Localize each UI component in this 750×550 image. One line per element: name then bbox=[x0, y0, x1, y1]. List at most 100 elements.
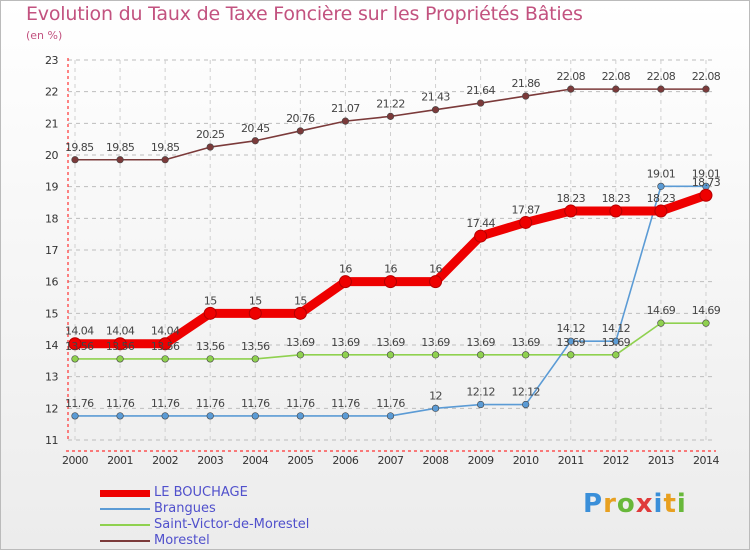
data-label: 16 bbox=[429, 263, 442, 276]
data-label: 13.69 bbox=[286, 336, 315, 349]
data-label: 11.76 bbox=[286, 397, 315, 410]
data-point bbox=[341, 412, 350, 420]
data-label: 13.69 bbox=[602, 336, 631, 349]
x-tick-label: 2005 bbox=[287, 454, 313, 467]
data-label: 15 bbox=[249, 294, 262, 307]
data-label: 17.87 bbox=[511, 203, 540, 216]
data-point bbox=[71, 355, 79, 363]
data-point bbox=[657, 182, 665, 190]
data-point bbox=[161, 156, 169, 164]
data-point bbox=[567, 351, 575, 359]
data-label: 13.69 bbox=[376, 336, 405, 349]
legend-label: Morestel bbox=[154, 533, 210, 548]
legend-label: Saint-Victor-de-Morestel bbox=[154, 517, 310, 532]
data-label: 19.01 bbox=[647, 167, 676, 180]
legend-item-morestel: Morestel bbox=[100, 533, 309, 549]
y-tick-label: 20 bbox=[45, 149, 58, 162]
logo-letter: i bbox=[653, 489, 664, 519]
legend-item-brangues: Brangues bbox=[100, 501, 309, 517]
x-tick-label: 2006 bbox=[332, 454, 358, 467]
data-point bbox=[386, 412, 395, 420]
data-label: 18.73 bbox=[692, 176, 721, 189]
x-tick-label: 2013 bbox=[648, 454, 674, 467]
logo-letter: r bbox=[603, 489, 617, 519]
legend-swatch bbox=[100, 489, 150, 497]
data-label: 11.76 bbox=[331, 397, 360, 410]
data-label: 16 bbox=[384, 263, 397, 276]
data-point bbox=[522, 400, 530, 409]
data-label: 22.08 bbox=[647, 70, 676, 83]
data-point bbox=[113, 337, 127, 351]
y-tick-label: 19 bbox=[45, 181, 58, 194]
data-point bbox=[206, 143, 214, 151]
proxiti-logo: Proxiti bbox=[583, 489, 687, 519]
data-label: 21.43 bbox=[421, 91, 450, 104]
data-point bbox=[251, 412, 259, 420]
data-label: 13.69 bbox=[331, 336, 360, 349]
data-point bbox=[702, 85, 710, 93]
data-point bbox=[386, 351, 395, 359]
data-label: 22.08 bbox=[557, 70, 586, 83]
data-point bbox=[477, 99, 485, 107]
x-tick-label: 2012 bbox=[603, 454, 629, 467]
data-point bbox=[251, 355, 259, 363]
data-label: 15 bbox=[294, 294, 307, 307]
data-point bbox=[296, 127, 304, 135]
data-label: 11.76 bbox=[106, 397, 135, 410]
y-axis-unit: (en %) bbox=[26, 29, 63, 42]
data-point bbox=[522, 92, 530, 100]
data-point bbox=[519, 215, 533, 229]
logo-letter: P bbox=[583, 489, 604, 519]
data-point bbox=[116, 355, 124, 363]
legend-item-le-bouchage: LE BOUCHAGE bbox=[100, 485, 309, 501]
data-point bbox=[296, 412, 304, 420]
data-label: 12 bbox=[429, 389, 442, 402]
data-point bbox=[71, 412, 79, 420]
data-point bbox=[431, 106, 440, 114]
legend-swatch bbox=[100, 540, 150, 542]
data-point bbox=[161, 355, 169, 363]
data-label: 11.76 bbox=[376, 397, 405, 410]
data-point bbox=[612, 85, 620, 93]
data-label: 16 bbox=[339, 263, 352, 276]
data-label: 19.85 bbox=[151, 141, 180, 154]
x-tick-label: 2000 bbox=[62, 454, 88, 467]
logo-letter: o bbox=[616, 489, 636, 519]
data-point bbox=[161, 412, 169, 420]
data-point bbox=[116, 412, 124, 420]
x-tick-label: 2011 bbox=[558, 454, 584, 467]
data-label: 18.23 bbox=[557, 192, 586, 205]
data-label: 14.12 bbox=[557, 322, 586, 335]
data-point bbox=[296, 351, 304, 359]
data-point bbox=[386, 112, 395, 120]
data-point bbox=[158, 337, 172, 351]
data-point bbox=[248, 306, 262, 320]
data-point bbox=[612, 337, 620, 345]
y-tick-label: 17 bbox=[45, 244, 58, 257]
logo-letter: x bbox=[635, 489, 654, 519]
data-point bbox=[522, 351, 530, 359]
x-tick-label: 2010 bbox=[513, 454, 539, 467]
data-label: 14.69 bbox=[647, 304, 676, 317]
legend-label: LE BOUCHAGE bbox=[154, 485, 248, 500]
legend-swatch bbox=[100, 524, 150, 526]
y-tick-label: 13 bbox=[45, 371, 58, 384]
data-label: 14.12 bbox=[602, 322, 631, 335]
data-label: 17.44 bbox=[466, 217, 495, 230]
data-point bbox=[702, 319, 710, 327]
data-label: 21.07 bbox=[331, 102, 360, 115]
data-label: 21.64 bbox=[466, 84, 495, 97]
data-label: 22.08 bbox=[602, 70, 631, 83]
data-point bbox=[612, 351, 620, 359]
logo-letter: t bbox=[663, 489, 677, 519]
data-label: 11.76 bbox=[241, 397, 270, 410]
y-tick-label: 11 bbox=[45, 434, 58, 447]
y-tick-label: 23 bbox=[45, 54, 58, 67]
data-label: 18.23 bbox=[647, 192, 676, 205]
data-point bbox=[338, 275, 352, 289]
data-label: 13.56 bbox=[196, 340, 225, 353]
data-label: 18.23 bbox=[602, 192, 631, 205]
legend: LE BOUCHAGE Brangues Saint-Victor-de-Mor… bbox=[100, 485, 309, 549]
data-point bbox=[657, 85, 665, 93]
data-label: 13.56 bbox=[65, 340, 94, 353]
